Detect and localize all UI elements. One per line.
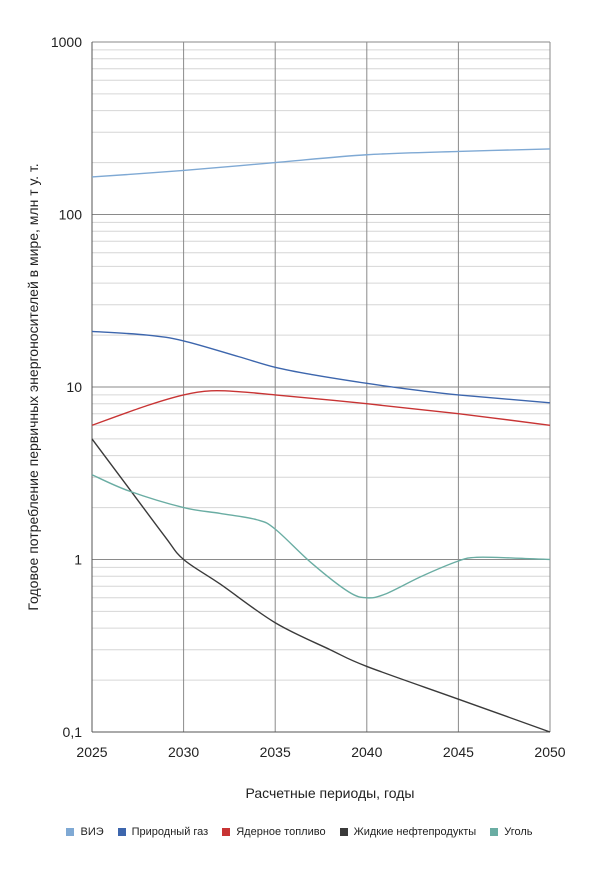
series-line-4: [91, 474, 551, 599]
legend-label: Уголь: [504, 826, 533, 838]
x-tick-label: 2025: [76, 744, 107, 760]
x-tick-label: 2050: [534, 744, 565, 760]
legend-label: Ядерное топливо: [236, 826, 326, 838]
legend-swatch: [66, 828, 75, 836]
y-tick-label: 1: [74, 552, 82, 568]
legend-item: Уголь: [490, 826, 533, 838]
x-tick-label: 2040: [351, 744, 382, 760]
major-grid: [91, 41, 551, 733]
legend-swatch: [222, 828, 231, 836]
legend-swatch: [117, 828, 126, 836]
y-tick-label: 100: [59, 207, 83, 223]
y-tick-label: 0,1: [63, 724, 83, 740]
series-lines: [91, 148, 551, 733]
legend-label: Природный газ: [131, 826, 209, 838]
legend-item: Жидкие нефтепродукты: [339, 826, 477, 838]
x-axis-title: Расчетные периоды, годы: [246, 785, 415, 801]
legend-swatch: [490, 828, 499, 836]
minor-grid: [92, 49, 550, 681]
legend-label: ВИЭ: [80, 826, 104, 838]
y-tick-label: 1000: [51, 34, 82, 50]
legend: ВИЭ Природный газ Ядерное топливо Жидкие не…: [0, 826, 599, 838]
series-line-2: [91, 389, 551, 426]
x-tick-label: 2045: [443, 744, 474, 760]
x-axis-ticks: 2025 2030 2035 2040 2045 2050: [76, 744, 565, 760]
legend-item: ВИЭ: [66, 826, 104, 838]
legend-item: Природный газ: [117, 826, 209, 838]
y-axis-title: Годовое потребление первичных энергоноси…: [25, 163, 41, 610]
legend-item: Ядерное топливо: [222, 826, 326, 838]
y-tick-label: 10: [66, 379, 82, 395]
series-line-1: [91, 330, 551, 404]
y-axis-ticks: 0,1 1 10 100 1000: [51, 34, 82, 740]
legend-label: Жидкие нефтепродукты: [353, 826, 477, 838]
x-tick-label: 2030: [168, 744, 199, 760]
x-tick-label: 2035: [260, 744, 291, 760]
series-line-0: [91, 148, 551, 178]
legend-swatch: [339, 828, 348, 836]
series-line-3: [91, 438, 551, 733]
